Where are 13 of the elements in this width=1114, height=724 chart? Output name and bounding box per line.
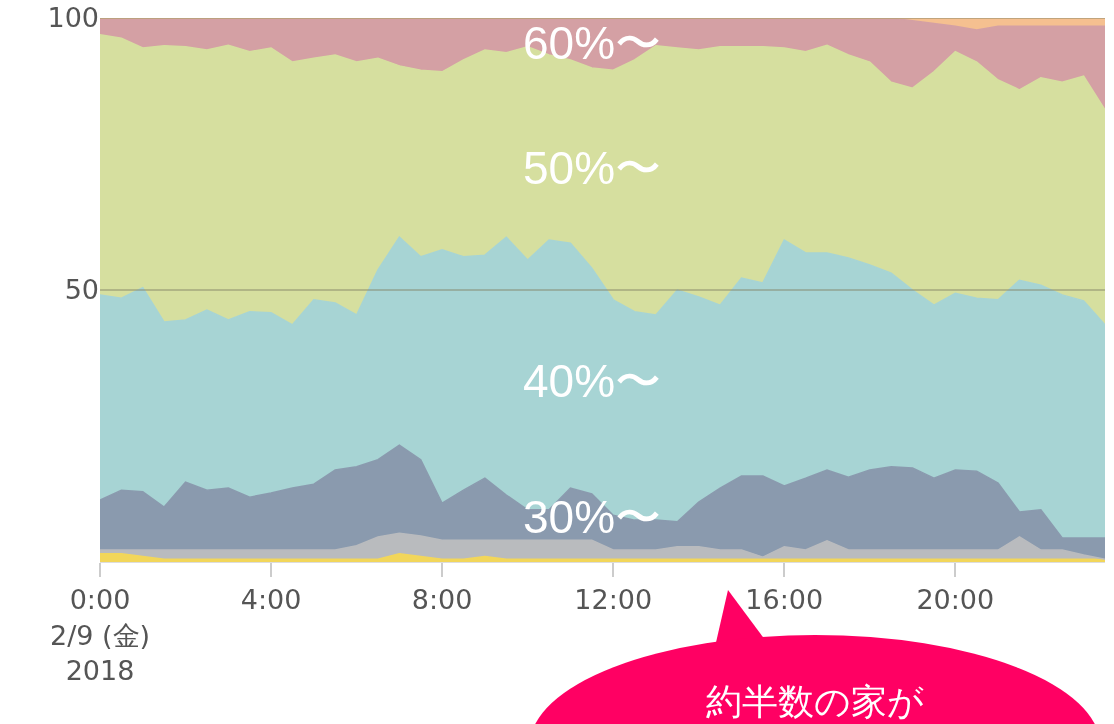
x-tick-label: 16:00 [745, 584, 824, 616]
series-label: 40%〜 [523, 355, 662, 407]
y-tick-label: 50 [64, 274, 99, 306]
y-tick-label: 100 [47, 2, 99, 34]
x-tick-label: 4:00 [240, 584, 302, 616]
series-label: 30%〜 [523, 491, 662, 543]
x-tick-label: 20:00 [916, 584, 995, 616]
x-tick-label: 0:00 2/9 (金) 2018 [49, 584, 151, 686]
series-label: 50%〜 [523, 142, 662, 194]
text: 約半数の家が [705, 681, 925, 722]
x-tick-label: 8:00 [411, 584, 473, 616]
x-tick-label: 12:00 [574, 584, 653, 616]
series-label: 60%〜 [523, 17, 662, 69]
